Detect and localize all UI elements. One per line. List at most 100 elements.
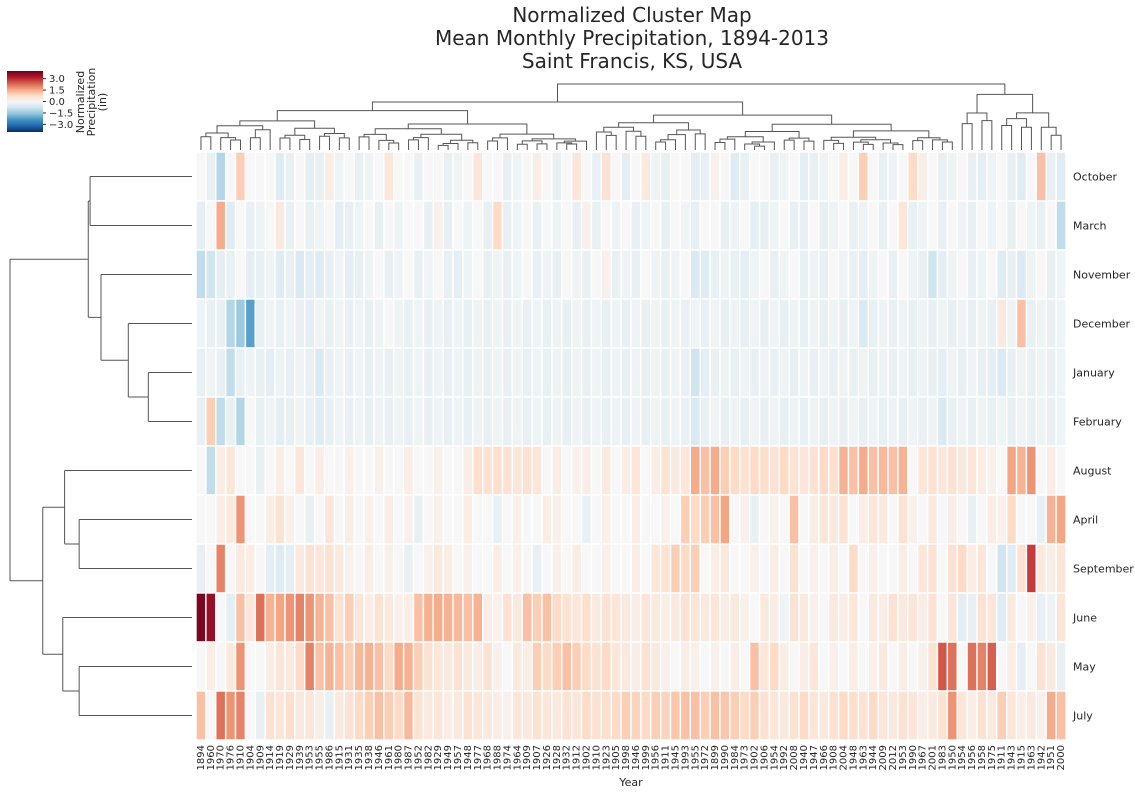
- heatmap-cell: [313, 151, 326, 202]
- column-dendrogram: [200, 83, 1062, 150]
- heatmap-cell: [917, 200, 929, 251]
- heatmap-cell: [669, 298, 682, 349]
- row-label: June: [1072, 612, 1097, 625]
- heatmap-cell: [1045, 347, 1057, 398]
- heatmap-cell: [412, 494, 425, 545]
- heatmap-cell: [650, 347, 662, 398]
- column-label: 1955: [315, 745, 326, 770]
- column-dendrogram-link: [358, 136, 370, 150]
- heatmap-cell: [1025, 690, 1038, 741]
- column-label: 1980: [394, 745, 405, 770]
- column-label: 1946: [374, 745, 385, 770]
- heatmap-cell: [422, 249, 434, 300]
- heatmap-cell: [521, 298, 533, 349]
- heatmap-cell: [1035, 690, 1047, 741]
- heatmap-cell: [274, 249, 286, 300]
- column-label: 1987: [404, 745, 415, 770]
- heatmap-cell: [966, 298, 978, 349]
- heatmap-cell: [462, 298, 474, 349]
- heatmap-cell: [511, 445, 523, 496]
- heatmap-cell: [1045, 592, 1057, 643]
- heatmap-cell: [966, 543, 978, 594]
- column-dendrogram-link: [499, 133, 555, 139]
- heatmap-cell: [215, 690, 227, 741]
- heatmap-cell: [847, 445, 860, 496]
- heatmap-cell: [224, 396, 237, 447]
- heatmap-cell: [768, 200, 780, 251]
- column-dendrogram-link: [783, 139, 795, 150]
- heatmap-cell: [936, 396, 949, 447]
- heatmap-cell: [521, 347, 533, 398]
- heatmap-cell: [294, 249, 306, 300]
- heatmap-cell: [818, 690, 830, 741]
- heatmap-cell: [659, 151, 672, 202]
- heatmap-cell: [205, 592, 217, 643]
- heatmap-cell: [224, 690, 237, 741]
- heatmap-cell: [472, 151, 484, 202]
- heatmap-cell: [264, 445, 276, 496]
- heatmap-cell: [798, 200, 810, 251]
- heatmap-cell: [205, 445, 217, 496]
- heatmap-cell: [748, 249, 761, 300]
- heatmap-cell: [274, 347, 286, 398]
- column-label: 1967: [918, 745, 929, 770]
- heatmap-cell: [274, 200, 286, 251]
- heatmap-cell: [294, 151, 306, 202]
- heatmap-cell: [561, 151, 573, 202]
- heatmap-cell: [897, 151, 909, 202]
- heatmap-cell: [343, 690, 355, 741]
- heatmap-cell: [343, 347, 355, 398]
- heatmap-cell: [976, 298, 988, 349]
- heatmap-cell: [304, 494, 316, 545]
- heatmap-cell: [274, 396, 286, 447]
- heatmap-cell: [402, 151, 415, 202]
- heatmap-cell: [491, 249, 504, 300]
- column-label: 1944: [868, 745, 879, 770]
- heatmap-cell: [620, 396, 632, 447]
- heatmap-cell: [976, 592, 988, 643]
- heatmap-cell: [402, 298, 415, 349]
- heatmap-cell: [432, 200, 444, 251]
- heatmap-cell: [383, 347, 395, 398]
- heatmap-cell: [373, 592, 385, 643]
- heatmap-cell: [452, 347, 464, 398]
- heatmap-cell: [798, 690, 810, 741]
- column-label: 1956: [651, 745, 662, 770]
- heatmap-cell: [600, 445, 612, 496]
- heatmap-cell: [264, 200, 276, 251]
- heatmap-cell: [996, 592, 1008, 643]
- heatmap-cell: [897, 592, 909, 643]
- heatmap-cell: [234, 494, 247, 545]
- heatmap-cell: [462, 494, 474, 545]
- heatmap-cell: [274, 690, 286, 741]
- heatmap-cell: [195, 151, 207, 202]
- heatmap-cell: [570, 543, 583, 594]
- heatmap-cell: [610, 151, 622, 202]
- heatmap-cell: [501, 249, 514, 300]
- heatmap-cell: [195, 200, 207, 251]
- heatmap-cell: [808, 592, 820, 643]
- heatmap-cell: [857, 690, 869, 741]
- heatmap-cell: [551, 641, 563, 692]
- heatmap-cell: [926, 249, 939, 300]
- heatmap-cell: [531, 200, 543, 251]
- heatmap-cell: [699, 445, 711, 496]
- heatmap-cell: [1025, 151, 1038, 202]
- heatmap-cell: [689, 494, 701, 545]
- heatmap-cell: [1005, 494, 1018, 545]
- heatmap-cell: [254, 396, 266, 447]
- heatmap-cell: [580, 249, 593, 300]
- heatmap-cell: [323, 690, 336, 741]
- column-dendrogram-link: [324, 132, 345, 138]
- heatmap-cell: [570, 151, 583, 202]
- heatmap-cell: [630, 396, 642, 447]
- heatmap-cell: [264, 543, 276, 594]
- heatmap-cell: [472, 347, 484, 398]
- heatmap-cell: [897, 543, 909, 594]
- heatmap-cell: [304, 592, 316, 643]
- heatmap-cell: [501, 200, 514, 251]
- heatmap-cell: [1005, 543, 1018, 594]
- heatmap-cell: [422, 200, 434, 251]
- heatmap-cell: [551, 396, 563, 447]
- heatmap-cell: [808, 151, 820, 202]
